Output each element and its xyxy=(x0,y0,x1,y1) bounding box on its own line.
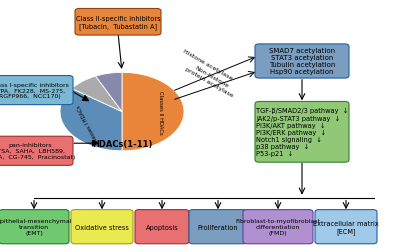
Text: Class II-specific inhibitors
[Tubacin,  Tubastatin A]: Class II-specific inhibitors [Tubacin, T… xyxy=(76,16,160,29)
FancyBboxPatch shape xyxy=(315,210,377,244)
Text: Classes II HDACs: Classes II HDACs xyxy=(158,90,163,134)
Wedge shape xyxy=(96,73,122,112)
FancyBboxPatch shape xyxy=(243,210,313,244)
FancyBboxPatch shape xyxy=(71,210,133,244)
Text: SMAD7 acetylation
STAT3 acetylation
Tubulin acetylation
Hsp90 acetylation: SMAD7 acetylation STAT3 acetylation Tubu… xyxy=(269,48,335,75)
Wedge shape xyxy=(60,89,122,151)
FancyBboxPatch shape xyxy=(0,76,73,105)
Text: TGF-β/SMAD2/3 pathway  ↓
JAK2/p-STAT3 pathway  ↓
PI3K/AKT pathway  ↓
PI3K/ERK pa: TGF-β/SMAD2/3 pathway ↓ JAK2/p-STAT3 pat… xyxy=(256,108,348,157)
Text: Proliferation: Proliferation xyxy=(198,224,238,230)
Text: Extracellular matrix
[ECM]: Extracellular matrix [ECM] xyxy=(313,220,379,234)
Text: Oxidative stress: Oxidative stress xyxy=(75,224,129,230)
Wedge shape xyxy=(122,73,184,151)
Text: Non-histone
protein acetylase: Non-histone protein acetylase xyxy=(184,61,236,98)
Text: Class I-specific inhibitors
(VPA,  FK228,  MS-275,
RGFP966,  NCC170): Class I-specific inhibitors (VPA, FK228,… xyxy=(0,82,69,99)
Text: Classes I HDACs: Classes I HDACs xyxy=(76,103,100,143)
FancyBboxPatch shape xyxy=(0,137,73,166)
Text: Fibroblast-to-myofibroblast
differentiation
(FMD): Fibroblast-to-myofibroblast differentiat… xyxy=(236,218,320,235)
FancyBboxPatch shape xyxy=(0,210,69,244)
FancyBboxPatch shape xyxy=(135,210,189,244)
Text: Apoptosis: Apoptosis xyxy=(146,224,178,230)
FancyBboxPatch shape xyxy=(75,9,161,36)
FancyBboxPatch shape xyxy=(255,45,349,79)
FancyBboxPatch shape xyxy=(255,102,349,163)
Text: Histone acetylase: Histone acetylase xyxy=(182,48,234,80)
FancyBboxPatch shape xyxy=(189,210,247,244)
Text: Epithelial-mesenchymal
transition
(EMT): Epithelial-mesenchymal transition (EMT) xyxy=(0,218,72,235)
Text: pan-inhibitors
(TSA,  SAHA,  LBH589,
4-PBA,  CG-745,  Pracinostat): pan-inhibitors (TSA, SAHA, LBH589, 4-PBA… xyxy=(0,143,76,160)
Wedge shape xyxy=(72,77,122,112)
Text: HDACs(1-11): HDACs(1-11) xyxy=(92,139,152,148)
